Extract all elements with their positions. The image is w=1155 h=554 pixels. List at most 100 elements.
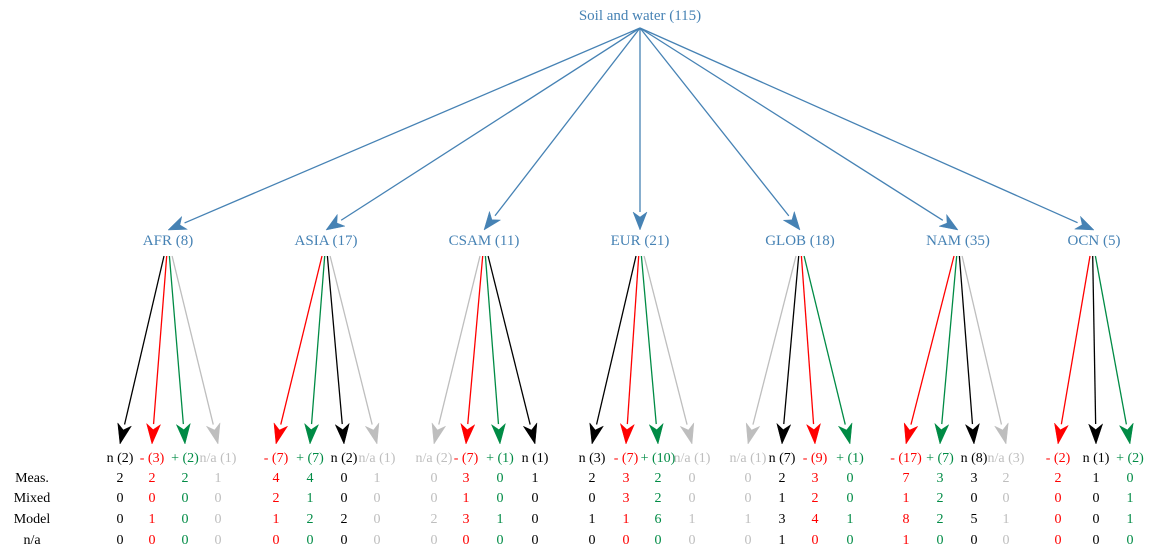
leaf-count-value: 0 <box>215 533 222 548</box>
leaf-count-value: 0 <box>971 533 978 548</box>
leaf-node-label: + (7) <box>926 451 954 466</box>
leaf-count-value: 3 <box>463 512 470 527</box>
root-edge-arrow <box>639 27 959 231</box>
leaf-count-value: 0 <box>532 533 539 548</box>
root-edge-arrow <box>639 27 801 231</box>
leaf-count-value: 3 <box>812 471 819 486</box>
leaf-edge-arrow <box>745 255 797 445</box>
row-label: Model <box>14 512 51 527</box>
leaf-count-value: 0 <box>847 491 854 506</box>
region-node-label: GLOB (18) <box>765 233 835 249</box>
leaf-count-value: 0 <box>1127 533 1134 548</box>
leaf-count-value: 3 <box>463 471 470 486</box>
root-node-label: Soil and water (115) <box>579 8 701 24</box>
leaf-count-value: 1 <box>1127 491 1134 506</box>
leaf-node-label: - (2) <box>1046 451 1071 466</box>
leaf-edge-arrow <box>619 255 640 445</box>
leaf-count-value: 0 <box>117 533 124 548</box>
leaf-count-value: 4 <box>307 471 314 486</box>
leaf-count-value: 1 <box>745 512 752 527</box>
root-edge-arrow <box>483 27 641 231</box>
leaf-count-value: 0 <box>689 533 696 548</box>
leaf-count-value: 1 <box>463 491 470 506</box>
leaf-node-label: - (3) <box>140 451 165 466</box>
leaf-count-value: 2 <box>182 471 189 486</box>
leaf-count-value: 0 <box>937 533 944 548</box>
leaf-count-value: 0 <box>374 491 381 506</box>
root-edge-arrow <box>167 27 641 231</box>
leaf-count-value: 2 <box>341 512 348 527</box>
leaf-count-value: 1 <box>779 491 786 506</box>
leaf-count-value: 0 <box>182 512 189 527</box>
leaf-count-value: 1 <box>1093 471 1100 486</box>
leaf-count-value: 2 <box>655 471 662 486</box>
leaf-count-value: 0 <box>117 512 124 527</box>
leaf-count-value: 0 <box>971 491 978 506</box>
row-labels: Meas. Mixed Model n/a <box>14 471 51 548</box>
leaf-count-value: 0 <box>1055 491 1062 506</box>
leaf-node-label: + (2) <box>171 451 199 466</box>
leaf-edge-arrow <box>117 255 165 445</box>
leaf-edge-arrow <box>1088 255 1104 445</box>
row-label: n/a <box>23 533 41 548</box>
leaf-node-label: + (2) <box>1116 451 1144 466</box>
leaf-count-value: 1 <box>497 512 504 527</box>
leaf-count-value: 1 <box>1003 512 1010 527</box>
leaf-edge-arrow <box>487 255 538 445</box>
leaf-node-label: n (8) <box>961 451 988 466</box>
region-node-label: CSAM (11) <box>449 233 520 249</box>
leaf-count-value: 0 <box>182 491 189 506</box>
leaf-count-value: 3 <box>971 471 978 486</box>
root-edge-arrow <box>325 27 641 231</box>
leaf-count-value: 4 <box>273 471 280 486</box>
leaf-count-value: 1 <box>779 533 786 548</box>
leaf-count-value: 1 <box>623 512 630 527</box>
leaf-count-value: 0 <box>745 491 752 506</box>
leaf-count-value: 5 <box>971 512 978 527</box>
leaf-count-value: 2 <box>655 491 662 506</box>
leaf-nodes: n (2) 2 0 0 0 - (3) 2 0 1 0 + (2) 2 0 0 0 n/a (1) 1 0 0 0 - … <box>107 451 1145 548</box>
leaf-edge-arrow <box>961 255 1009 445</box>
leaf-node-label: + (1) <box>836 451 864 466</box>
leaf-edge-arrow <box>168 255 191 445</box>
leaf-count-value: 2 <box>779 471 786 486</box>
leaf-count-value: 2 <box>937 491 944 506</box>
leaf-count-value: 0 <box>689 491 696 506</box>
leaf-count-value: 1 <box>1127 512 1134 527</box>
leaf-count-value: 0 <box>532 491 539 506</box>
row-label: Mixed <box>14 491 51 506</box>
leaf-count-value: 0 <box>497 533 504 548</box>
leaf-count-value: 0 <box>847 533 854 548</box>
leaf-edge-arrow <box>800 255 822 445</box>
leaf-edge-arrow <box>776 255 800 445</box>
leaf-count-value: 3 <box>779 512 786 527</box>
leaf-edge-arrow <box>273 255 323 445</box>
leaf-edge-arrow <box>329 255 380 445</box>
leaf-count-value: 0 <box>623 533 630 548</box>
leaf-count-value: 0 <box>812 533 819 548</box>
leaf-node-label: n (1) <box>1083 451 1110 466</box>
leaf-count-value: 0 <box>215 512 222 527</box>
leaf-count-value: 0 <box>341 533 348 548</box>
leaf-count-value: 0 <box>1127 471 1134 486</box>
leaf-count-value: 1 <box>374 471 381 486</box>
region-node-label: AFR (8) <box>143 233 193 249</box>
leaf-count-value: 0 <box>431 471 438 486</box>
leaf-edge-arrow <box>326 255 350 445</box>
leaf-count-value: 2 <box>273 491 280 506</box>
leaf-edge-arrow <box>431 255 481 445</box>
leaf-count-value: 0 <box>117 491 124 506</box>
leaf-count-value: 0 <box>1055 533 1062 548</box>
leaf-count-value: 0 <box>149 533 156 548</box>
leaf-count-value: 1 <box>149 512 156 527</box>
leaf-node-label: n/a (3) <box>988 451 1025 466</box>
leaf-node-label: n/a (2) <box>416 451 453 466</box>
leaf-count-value: 0 <box>182 533 189 548</box>
leaf-node-label: - (9) <box>803 451 828 466</box>
leaf-node-label: n/a (1) <box>359 451 396 466</box>
leaf-count-value: 0 <box>374 512 381 527</box>
leaf-node-label: + (1) <box>486 451 514 466</box>
leaf-count-value: 2 <box>589 471 596 486</box>
leaf-node-label: + (10) <box>641 451 676 466</box>
